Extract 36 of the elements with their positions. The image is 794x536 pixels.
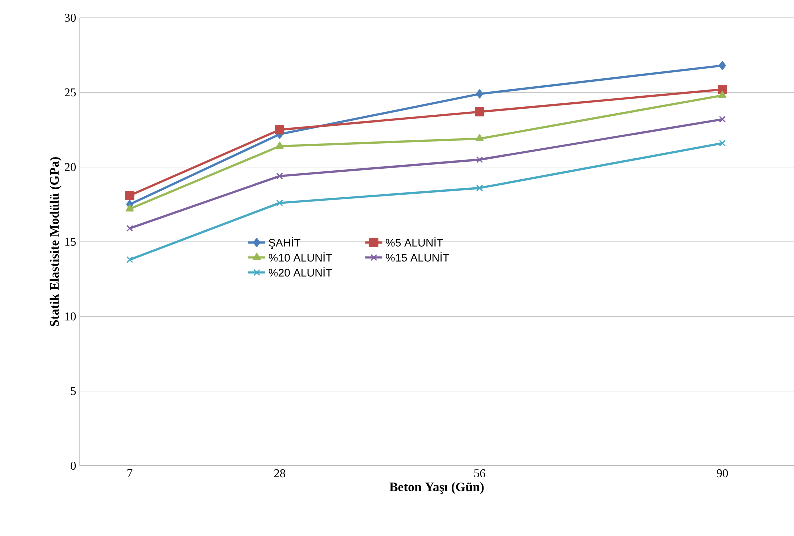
x-tick-label: 28	[274, 470, 286, 478]
x-tick-label: 7	[128, 470, 133, 478]
point	[276, 142, 284, 150]
point	[476, 134, 484, 142]
y-tick-label: 15	[66, 238, 76, 246]
y-tick-label: 30	[65, 14, 76, 22]
x-axis-title: Beton Yaşı (Gün)	[390, 482, 484, 494]
point	[126, 204, 134, 212]
point	[718, 85, 728, 94]
point	[276, 200, 284, 207]
y-tick-label: 0	[70, 462, 76, 470]
x-tick-label: 56	[474, 470, 486, 478]
point	[125, 191, 135, 200]
point	[275, 125, 285, 135]
point	[476, 184, 484, 192]
point	[276, 172, 284, 180]
legend-label: %5 ALUNİT	[386, 237, 444, 247]
legend-label: %20 ALUNİT	[268, 267, 332, 277]
point	[475, 107, 484, 117]
y-axis-title: Statik Elastisite Modülü (GPa)	[50, 157, 62, 326]
point	[718, 91, 727, 98]
y-tick-label: 25	[65, 88, 76, 97]
point	[719, 140, 726, 147]
point	[476, 156, 484, 164]
point	[126, 256, 134, 264]
point	[126, 225, 134, 232]
y-tick-label: 20	[65, 163, 76, 172]
point	[719, 116, 726, 123]
legend-label: %15 ALUNİT	[386, 252, 450, 262]
point	[476, 90, 484, 99]
y-tick-label: 5	[71, 387, 76, 396]
point	[719, 61, 726, 70]
x-tick-label: 90	[717, 470, 728, 478]
y-tick-label: 10	[66, 312, 76, 321]
legend-label: ŞAHİT	[269, 237, 301, 250]
legend-label: %10 ALUNİT	[268, 252, 332, 262]
